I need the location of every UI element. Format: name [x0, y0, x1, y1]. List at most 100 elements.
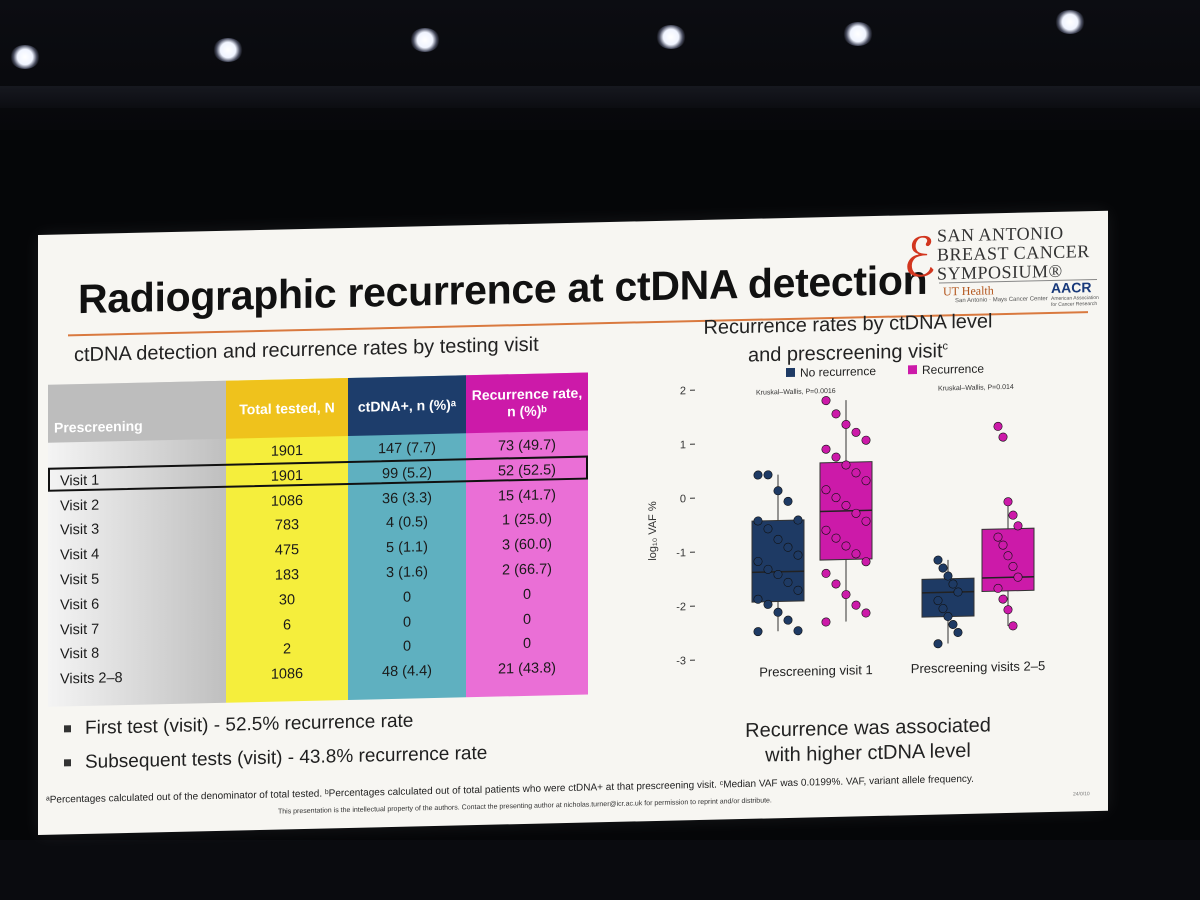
data-point [1008, 621, 1018, 631]
cell-value: 2 (66.7) [502, 561, 552, 579]
data-point [753, 556, 763, 566]
cell-value: 15 (41.7) [497, 486, 557, 505]
cell-value: 48 (4.4) [382, 663, 432, 681]
data-point [1003, 605, 1013, 615]
data-point [998, 594, 1008, 604]
data-point [1008, 510, 1018, 520]
y-tick-label: -3 [676, 655, 686, 667]
data-point [841, 590, 851, 600]
conclusion-text: Recurrence was associated with higher ct… [745, 714, 991, 767]
bullet-list: First test (visit) - 52.5% recurrence ra… [64, 709, 487, 787]
data-point [821, 525, 831, 535]
data-point [753, 594, 763, 604]
cell-value: 4 (0.5) [386, 514, 428, 532]
data-point [1008, 561, 1018, 571]
row-label: Visits 2–8 [60, 670, 123, 688]
y-tick-label: 0 [680, 493, 686, 505]
data-point [763, 470, 773, 480]
data-point [793, 626, 803, 636]
data-point [831, 493, 841, 503]
data-point [783, 577, 793, 587]
data-point [831, 579, 841, 589]
row-label: Visit 8 [60, 646, 100, 663]
data-point [998, 540, 1008, 550]
chart-heading: Recurrence rates by ctDNA level and pres… [703, 310, 993, 367]
data-point [753, 627, 763, 637]
venue-ceiling [0, 0, 1200, 130]
data-point [1003, 551, 1013, 561]
row-label: Visit 5 [60, 571, 100, 589]
stage-floor [0, 840, 1200, 900]
median-line [982, 576, 1034, 579]
data-point [763, 524, 773, 534]
row-label: Visit 4 [60, 546, 100, 564]
data-point [851, 600, 861, 610]
median-line [922, 590, 974, 594]
data-point [753, 516, 763, 526]
data-point [933, 596, 943, 606]
ceiling-light [656, 25, 686, 49]
data-point [763, 599, 773, 609]
cell-value: 6 [282, 616, 292, 634]
aacr-subtitle: American Association for Cancer Research [1051, 294, 1099, 309]
header-recurrence-rate: Recurrence rate, n (%)ᵇ [466, 372, 588, 434]
ceiling-light [213, 38, 243, 62]
data-point [943, 571, 953, 581]
data-point [933, 639, 943, 649]
legend-label: Recurrence [922, 362, 984, 377]
cell-value: 36 (3.3) [382, 489, 432, 507]
slide-code: 24/0/10 [1073, 791, 1090, 798]
data-point [851, 508, 861, 518]
ceiling-light [410, 28, 440, 52]
stat-annotation: Kruskal–Wallis, P=0.014 [938, 384, 1014, 393]
lighting-rig [0, 86, 1200, 108]
data-point [821, 568, 831, 578]
data-point [861, 435, 871, 445]
legend-swatch-recurrence [908, 365, 917, 375]
data-point [793, 515, 803, 525]
data-point [841, 419, 851, 429]
cell-value: 1086 [270, 666, 304, 683]
data-point [861, 516, 871, 526]
data-point [821, 396, 831, 406]
cell-value: 147 (7.7) [377, 439, 437, 458]
cell-value: 783 [274, 517, 300, 535]
legend-swatch-no-recurrence [786, 367, 795, 378]
row-label: Visit 7 [60, 621, 100, 639]
bullet-item: First test (visit) - 52.5% recurrence ra… [64, 709, 487, 741]
presentation-slide: Radiographic recurrence at ctDNA detecti… [38, 210, 1108, 835]
data-point [763, 564, 773, 574]
data-point [821, 444, 831, 454]
cell-value: 1086 [270, 492, 304, 510]
data-point [831, 533, 841, 543]
data-point [793, 585, 803, 595]
data-point [773, 607, 783, 617]
y-tick-label: -2 [676, 601, 686, 613]
recurrence-table: Prescreening Total tested, N ctDNA+, n (… [48, 372, 588, 707]
data-point [773, 534, 783, 544]
group-label: Prescreening visits 2–5 [911, 658, 1045, 676]
data-point [861, 557, 871, 567]
cell-value: 73 (49.7) [497, 437, 557, 455]
ribbon-icon: ℰ [903, 225, 936, 290]
data-point [953, 628, 963, 638]
y-axis-label: log₁₀ VAF % [647, 501, 659, 561]
cell-value: 0 [402, 589, 412, 606]
data-point [851, 468, 861, 478]
cell-value: 475 [274, 542, 300, 559]
ip-notice: This presentation is the intellectual pr… [278, 797, 772, 816]
vaf-boxplot-chart: log₁₀ VAF % 2 1 0 -1 -2 -3 No recurrence Recurre… [647, 362, 1045, 680]
data-point [998, 432, 1008, 442]
data-point [861, 608, 871, 618]
table-heading: ctDNA detection and recurrence rates by … [74, 333, 539, 367]
y-tick-label: 1 [680, 439, 686, 451]
legend-label: No recurrence [800, 364, 876, 380]
data-point [938, 604, 948, 614]
data-point [773, 570, 783, 580]
header-prescreening: Prescreening [48, 380, 226, 443]
data-point [821, 617, 831, 627]
aacr-logo: AACR [1051, 279, 1092, 297]
cell-value: 5 (1.1) [386, 539, 428, 557]
y-tick-label: -1 [676, 547, 686, 559]
data-point [831, 409, 841, 419]
